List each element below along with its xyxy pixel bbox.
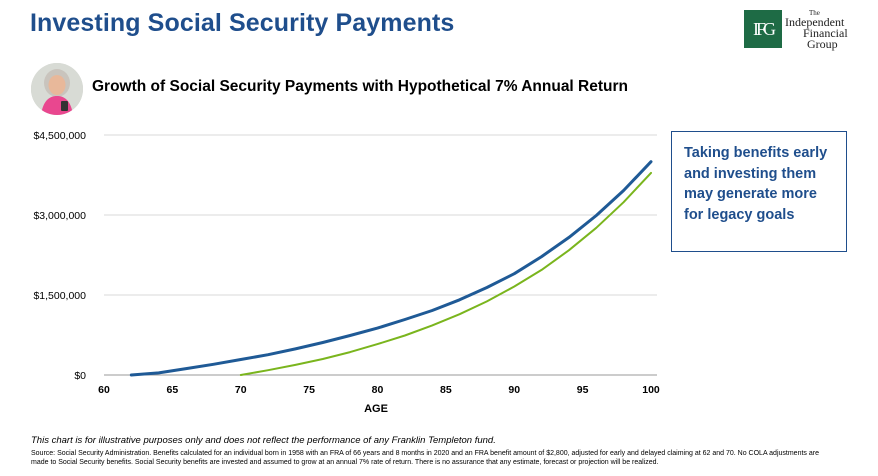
logo-line-3: Financial [803, 26, 848, 40]
x-tick-label: 85 [440, 384, 452, 396]
avatar-portrait [31, 63, 83, 115]
x-tick-label: 70 [235, 384, 247, 396]
page-title: Investing Social Security Payments [30, 9, 455, 37]
x-tick-label: 75 [303, 384, 315, 396]
y-tick-label: $4,500,000 [33, 130, 86, 142]
x-tick-label: 65 [167, 384, 179, 396]
logo-line-2: Independent [785, 15, 845, 29]
logo-wordmark: The Independent Financial Group [785, 9, 848, 51]
y-tick-label: $0 [74, 370, 86, 382]
chart-heading: Growth of Social Security Payments with … [92, 78, 628, 95]
chart-gridlines [104, 134, 657, 376]
series-line-1 [129, 160, 653, 377]
company-logo: IFG The Independent Financial Group [744, 10, 872, 50]
x-tick-label: 100 [642, 384, 660, 396]
logo-monogram-text: IFG [752, 18, 776, 39]
series-line-2 [239, 171, 652, 376]
source-note: Source: Social Security Administration. … [31, 450, 819, 466]
x-tick-label: 95 [577, 384, 589, 396]
logo-line-1: The [809, 9, 820, 17]
chart-series [129, 160, 653, 377]
x-tick-label: 60 [98, 384, 110, 396]
logo-monogram: IFG [744, 10, 782, 48]
y-tick-label: $1,500,000 [33, 290, 86, 302]
y-tick-label: $3,000,000 [33, 210, 86, 222]
x-axis-ticks: 60 65 70 75 80 85 90 95 100 [98, 384, 660, 396]
x-axis-label: AGE [364, 403, 388, 415]
x-tick-label: 90 [508, 384, 520, 396]
logo-line-4: Group [807, 37, 838, 51]
y-axis-ticks: $0 $1,500,000 $3,000,000 $4,500,000 [33, 130, 86, 382]
callout-box: Taking benefits early and investing them… [671, 131, 847, 252]
chart-disclaimer: This chart is for illustrative purposes … [31, 435, 496, 446]
x-tick-label: 80 [372, 384, 384, 396]
presenter-avatar [31, 63, 83, 115]
